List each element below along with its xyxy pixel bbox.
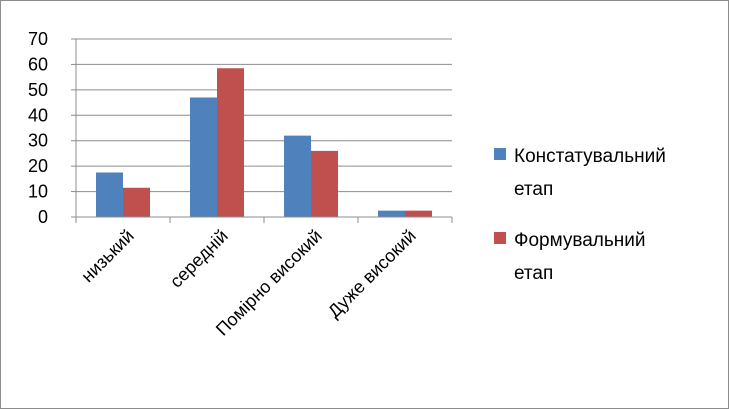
legend-label-series-1-line1: Формувальний [514,230,646,251]
bar-series-1-cat-1 [217,68,244,217]
axes [71,38,453,223]
y-tick-label-0: 0 [38,207,48,227]
legend-swatch-series-1 [494,232,506,244]
legend: Констатувальний етап Формувальний етап [494,146,666,284]
bar-series-1-cat-3 [405,210,432,217]
legend-swatch-series-0 [494,148,506,160]
bar-series-0-cat-1 [190,97,217,217]
y-tick-label-4: 40 [28,105,48,125]
bar-series-1-cat-2 [311,150,338,217]
x-category-label-2: Помірно високий [212,226,326,340]
bar-series-1-cat-0 [123,187,150,217]
y-tick-label-7: 70 [28,29,48,49]
legend-label-series-1-line2: етап [514,263,553,284]
legend-label-series-0-line2: етап [514,179,553,200]
legend-label-series-0-line1: Констатувальний [514,146,666,167]
gridlines [76,38,452,193]
x-category-label-1: середній [166,226,232,292]
y-tick-label-2: 20 [28,156,48,176]
y-tick-label-3: 30 [28,131,48,151]
x-category-label-0: низький [77,226,138,287]
y-tick-label-5: 50 [28,80,48,100]
bars [96,68,432,217]
x-category-label-3: Дуже високий [324,226,420,322]
bar-series-0-cat-0 [96,172,123,217]
bar-series-0-cat-3 [378,210,405,217]
y-tick-labels: 0 10 20 30 40 50 60 70 [28,29,48,227]
bar-series-0-cat-2 [284,135,311,217]
y-tick-label-1: 10 [28,182,48,202]
y-tick-label-6: 60 [28,54,48,74]
